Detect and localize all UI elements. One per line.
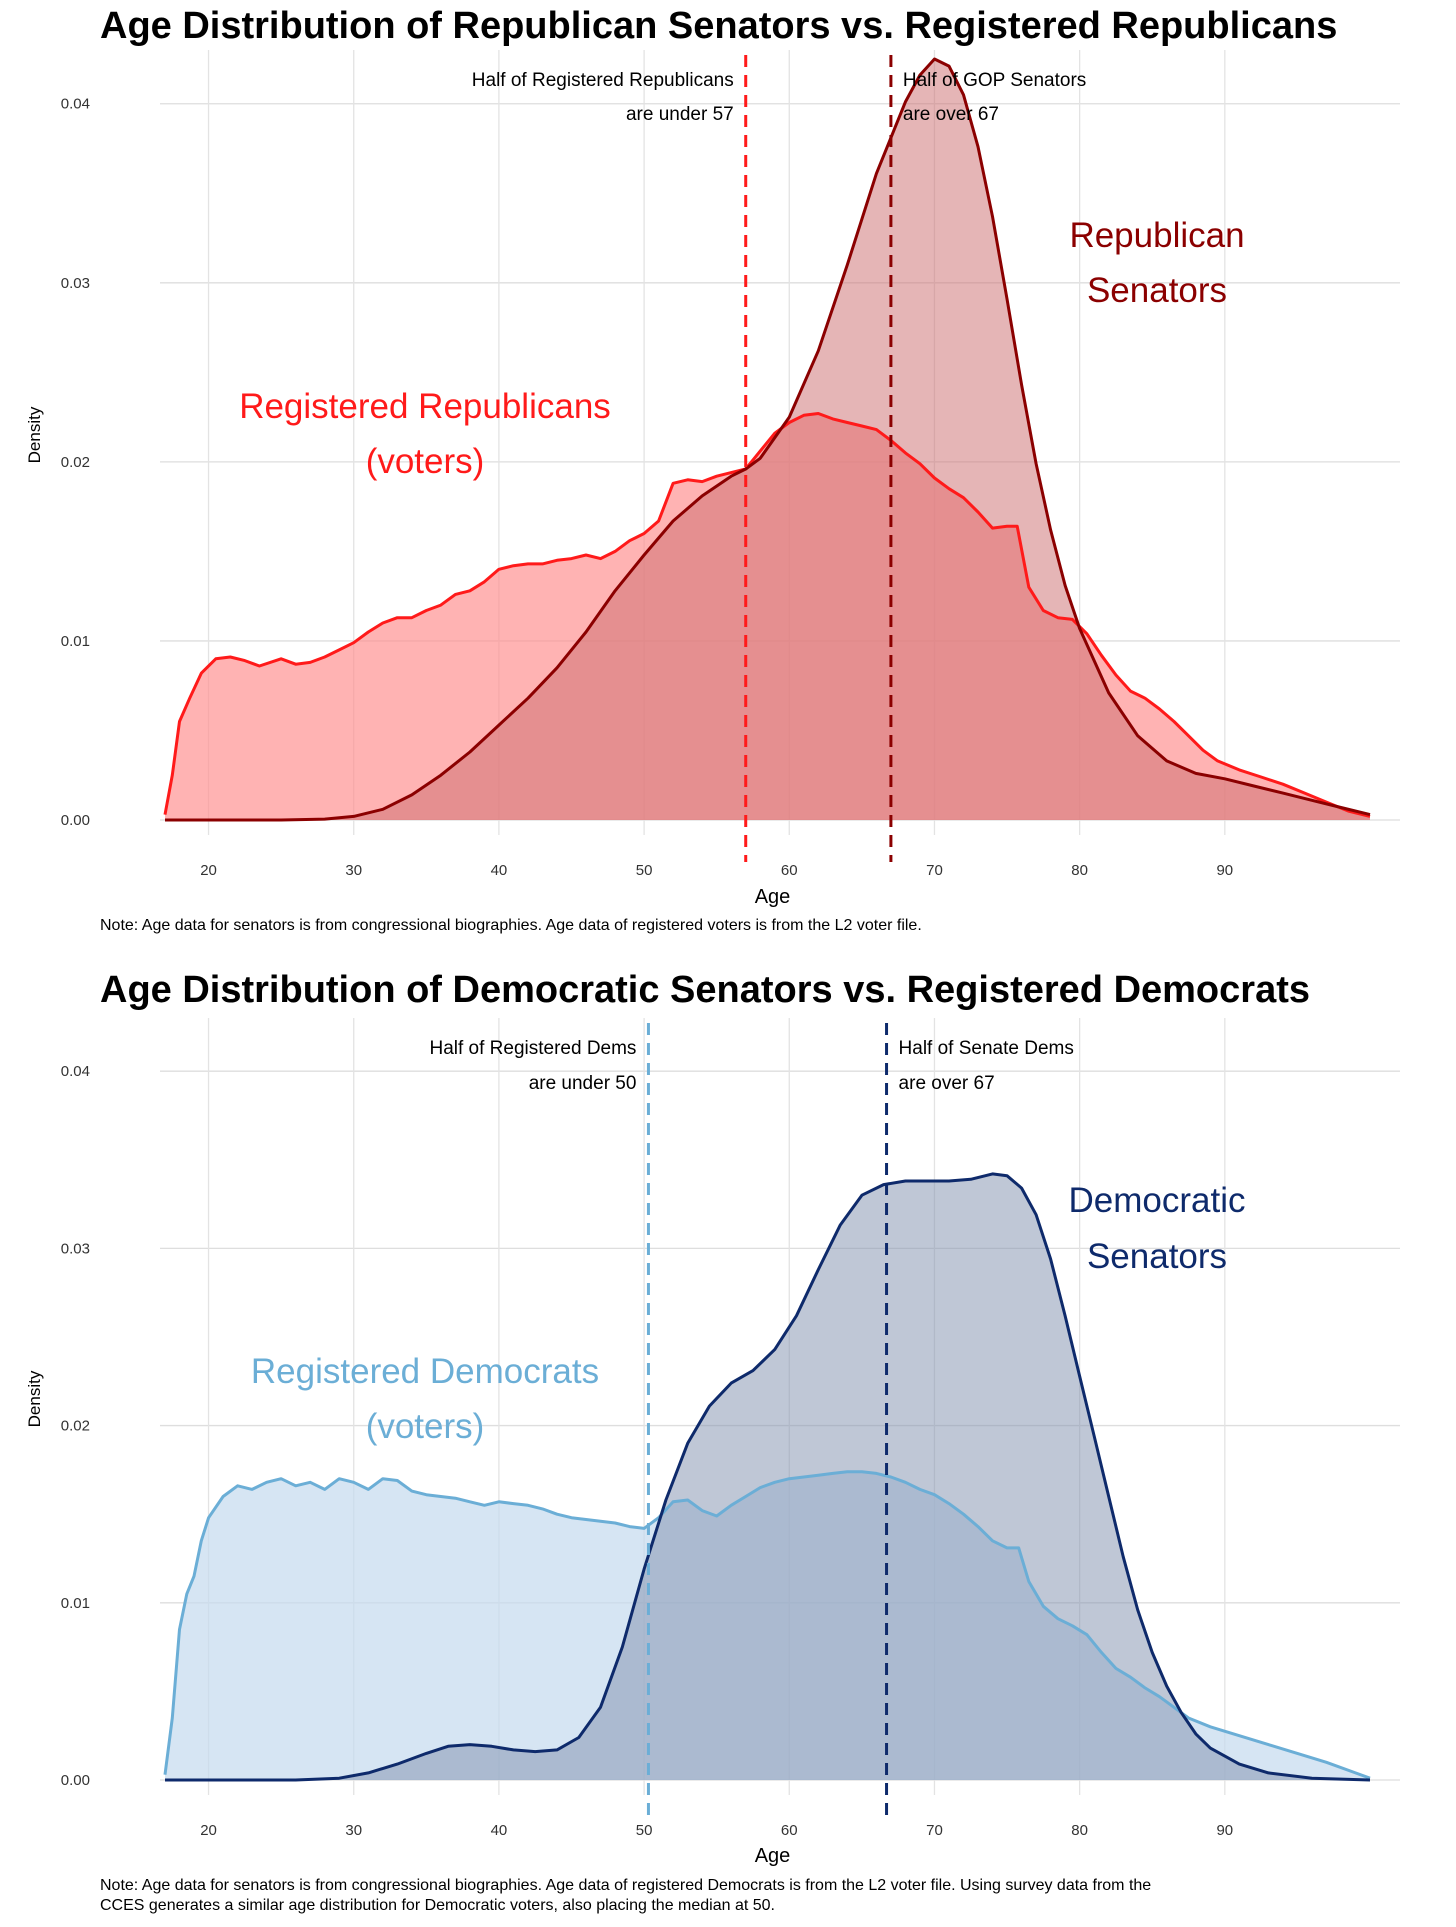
series-line-2 [165, 1172, 1371, 1782]
y-tick-label: 0.04 [61, 1063, 90, 1080]
median-annotation: Half of GOP Senators [903, 70, 1086, 91]
y-tick-label: 0.03 [61, 1240, 90, 1257]
median-annotation: Half of Registered Republicans [472, 70, 734, 91]
y-tick-label: 0.02 [61, 454, 90, 471]
x-tick-label: 20 [200, 1822, 217, 1839]
x-tick-label: 90 [1216, 1822, 1233, 1839]
y-tick-label: 0.00 [61, 1772, 90, 1789]
series-label: (voters) [366, 442, 485, 481]
median-annotation: are over 67 [899, 1073, 995, 1094]
x-tick-label: 60 [781, 1822, 798, 1839]
x-tick-label: 20 [200, 862, 217, 879]
series-line-1 [163, 1470, 1371, 1780]
chart-panel-2: Half of Registered Dems are under 50 Half … [25, 969, 1400, 1914]
x-tick-label: 80 [1071, 1822, 1088, 1839]
median-annotation: are over 67 [903, 104, 999, 125]
chart-note-line: Note: Age data for senators is from cong… [100, 917, 922, 934]
chart-note: Note: Age data for senators is from cong… [100, 1877, 1151, 1914]
y-tick-label: 0.01 [61, 633, 90, 650]
x-tick-label: 30 [345, 1822, 362, 1839]
x-axis-title: Age [755, 886, 791, 908]
x-tick-label: 70 [926, 862, 943, 879]
x-tick-label: 50 [636, 1822, 653, 1839]
chart-note-line: CCES generates a similar age distributio… [100, 1897, 775, 1914]
chart-title: Age Distribution of Republican Senators … [100, 5, 1337, 47]
median-annotation: are under 57 [626, 104, 734, 125]
x-tick-label: 90 [1216, 862, 1233, 879]
x-tick-label: 50 [636, 862, 653, 879]
y-tick-label: 0.00 [61, 812, 90, 829]
x-tick-label: 40 [491, 1822, 508, 1839]
y-axis-title: Density [25, 1370, 44, 1427]
x-tick-label: 30 [345, 862, 362, 879]
series-label: Registered Democrats [251, 1352, 599, 1391]
y-tick-label: 0.04 [61, 96, 90, 113]
series-label: Registered Republicans [239, 387, 611, 426]
series-area-2 [165, 59, 1370, 820]
series-label: Republican [1069, 216, 1244, 255]
x-tick-label: 80 [1071, 862, 1088, 879]
series-line-1 [163, 412, 1371, 818]
y-tick-label: 0.03 [61, 275, 90, 292]
x-tick-label: 60 [781, 862, 798, 879]
median-annotation: are under 50 [529, 1073, 637, 1094]
series-label: Senators [1087, 1237, 1227, 1276]
series-label: Senators [1087, 271, 1227, 310]
y-axis-title: Density [25, 406, 44, 463]
series-label: Democratic [1069, 1181, 1246, 1220]
y-tick-label: 0.02 [61, 1418, 90, 1435]
median-annotation: Half of Senate Dems [899, 1038, 1074, 1059]
x-tick-label: 70 [926, 1822, 943, 1839]
median-annotation: Half of Registered Dems [429, 1038, 636, 1059]
x-tick-label: 40 [491, 862, 508, 879]
series-label: (voters) [366, 1407, 485, 1446]
chart-note: Note: Age data for senators is from cong… [100, 917, 922, 934]
series-area-2 [165, 1173, 1370, 1780]
y-tick-label: 0.01 [61, 1595, 90, 1612]
x-axis-title: Age [755, 1845, 791, 1867]
chart-note-line: Note: Age data for senators is from cong… [100, 1877, 1151, 1894]
chart-panel-1: Half of Registered Republicans are under … [25, 5, 1400, 934]
chart-title: Age Distribution of Democratic Senators … [100, 969, 1310, 1011]
